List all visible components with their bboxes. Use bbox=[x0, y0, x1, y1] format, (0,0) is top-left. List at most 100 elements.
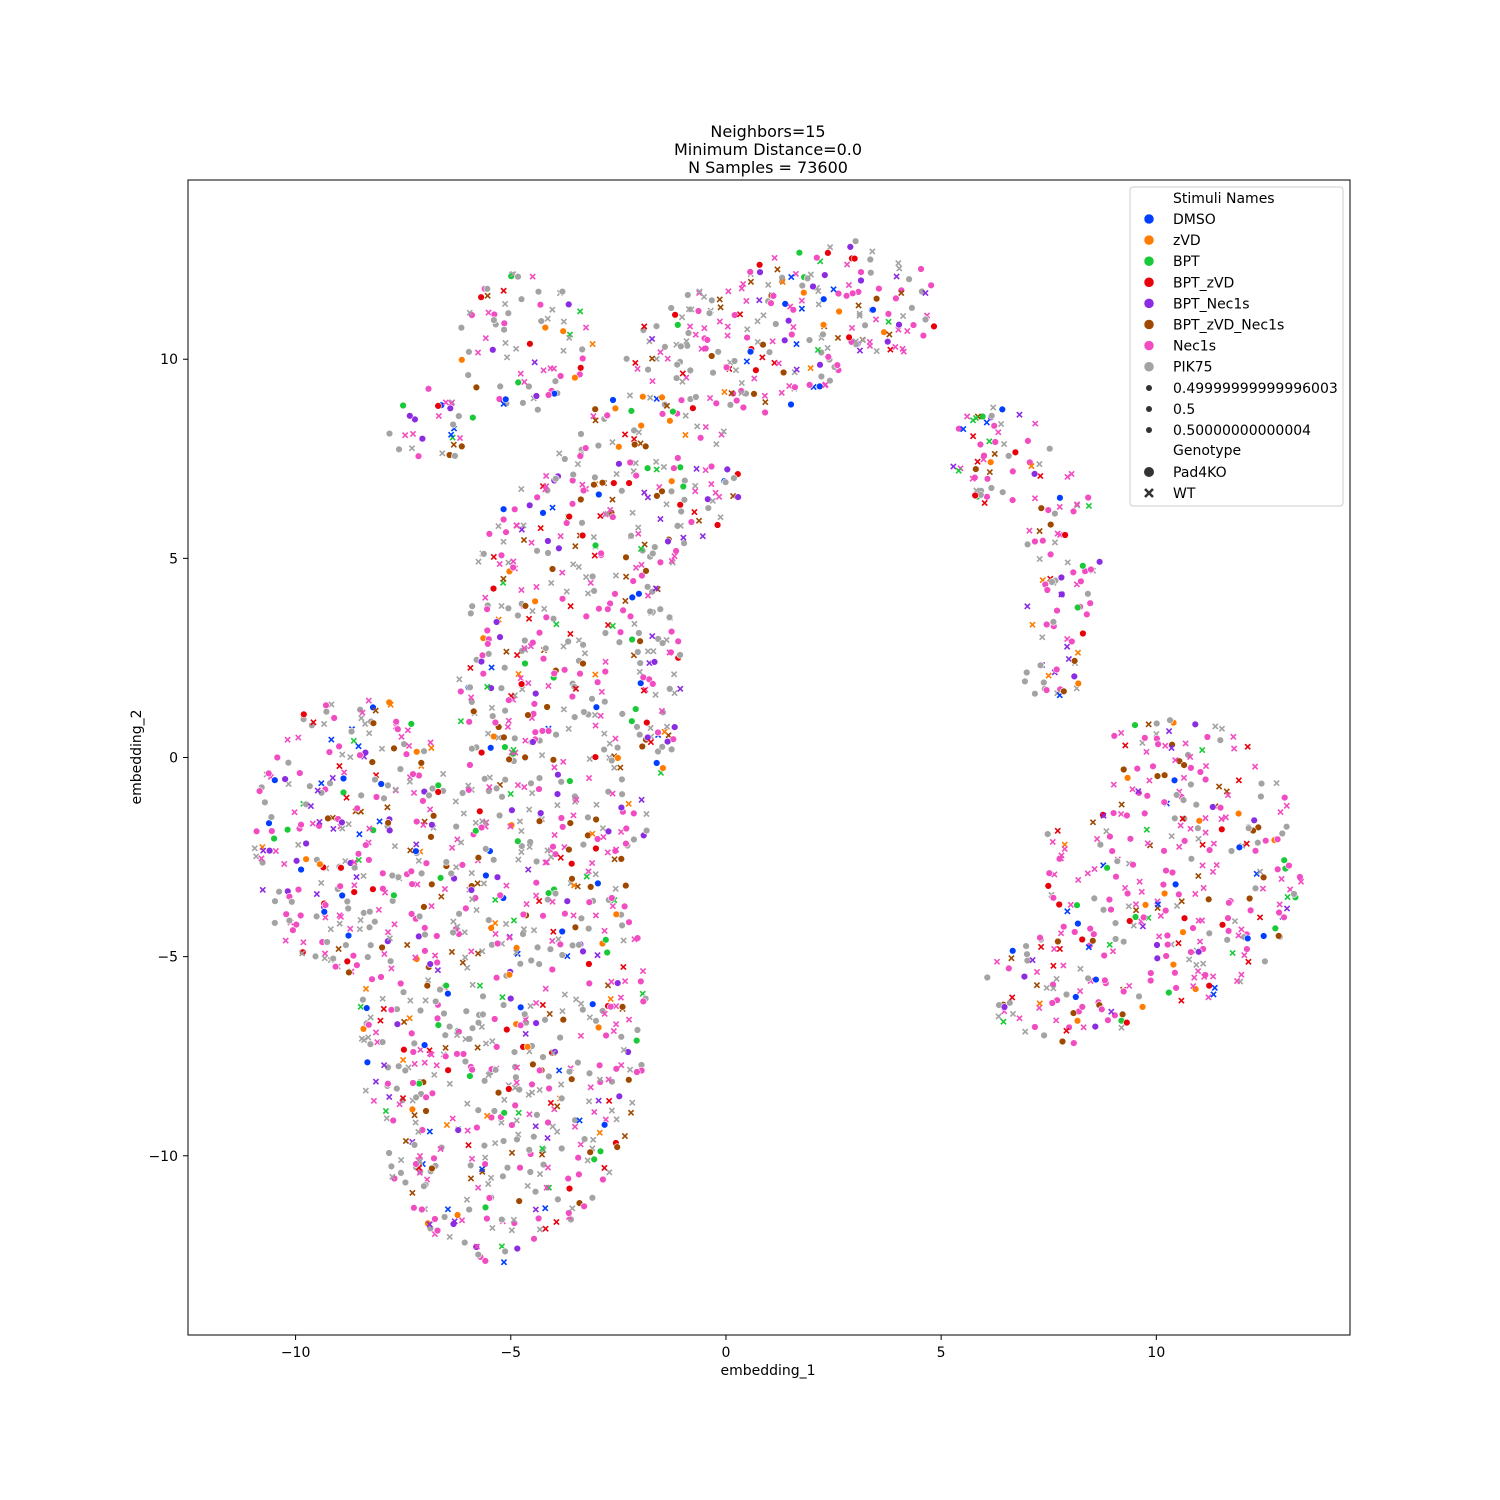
scatter-point bbox=[1036, 661, 1045, 669]
scatter-point bbox=[285, 916, 294, 925]
scatter-point bbox=[798, 305, 806, 312]
scatter-point bbox=[604, 827, 613, 836]
scatter-point bbox=[1118, 1010, 1127, 1019]
scatter-point bbox=[539, 912, 547, 920]
scatter-point bbox=[545, 1084, 553, 1093]
scatter-point bbox=[294, 885, 303, 894]
scatter-point bbox=[267, 813, 276, 821]
scatter-point bbox=[344, 931, 353, 940]
scatter-point bbox=[899, 345, 906, 352]
scatter-point bbox=[529, 738, 537, 746]
scatter-point bbox=[622, 839, 630, 848]
scatter-point bbox=[504, 604, 513, 612]
scatter-point bbox=[821, 382, 829, 389]
scatter-point bbox=[816, 361, 824, 369]
scatter-point bbox=[1195, 872, 1202, 880]
scatter-point bbox=[845, 281, 853, 289]
scatter-point bbox=[461, 929, 468, 936]
scatter-point bbox=[531, 597, 539, 605]
scatter-point bbox=[746, 268, 754, 276]
scatter-point bbox=[553, 621, 560, 628]
scatter-point bbox=[1106, 832, 1114, 841]
scatter-point bbox=[410, 1141, 419, 1149]
scatter-point bbox=[1187, 948, 1195, 956]
scatter-point bbox=[595, 490, 603, 499]
scatter-point bbox=[792, 270, 799, 278]
scatter-point bbox=[350, 737, 357, 744]
scatter-point bbox=[384, 1079, 392, 1088]
scatter-point bbox=[387, 1162, 396, 1171]
scatter-point bbox=[1141, 734, 1149, 742]
scatter-point bbox=[452, 798, 459, 805]
scatter-point bbox=[544, 1118, 552, 1127]
scatter-point bbox=[448, 948, 456, 956]
scatter-point bbox=[613, 979, 622, 987]
scatter-point bbox=[1075, 876, 1082, 884]
scatter-point bbox=[551, 850, 560, 858]
scatter-point bbox=[1063, 643, 1071, 650]
scatter-point bbox=[1130, 922, 1137, 929]
scatter-point bbox=[362, 841, 370, 849]
scatter-point bbox=[644, 592, 652, 599]
scatter-point bbox=[281, 860, 288, 868]
scatter-point bbox=[503, 1025, 511, 1034]
scatter-point bbox=[1040, 678, 1048, 687]
scatter-point bbox=[990, 404, 997, 411]
scatter-point bbox=[458, 442, 466, 451]
scatter-point bbox=[677, 507, 685, 516]
scatter-point bbox=[1000, 1003, 1009, 1011]
scatter-point bbox=[272, 847, 280, 855]
scatter-point bbox=[270, 834, 278, 843]
scatter-point bbox=[567, 603, 574, 610]
scatter-point bbox=[1152, 719, 1161, 728]
scatter-point bbox=[568, 692, 577, 701]
scatter-point bbox=[411, 1111, 418, 1119]
scatter-point bbox=[427, 833, 435, 841]
scatter-point bbox=[856, 312, 863, 319]
scatter-point bbox=[1039, 634, 1046, 641]
scatter-point bbox=[526, 340, 534, 348]
scatter-point bbox=[486, 783, 493, 791]
scatter-point bbox=[1131, 913, 1140, 921]
scatter-point bbox=[1103, 828, 1110, 835]
scatter-point bbox=[654, 747, 662, 756]
scatter-point bbox=[518, 848, 525, 856]
scatter-point bbox=[707, 352, 716, 360]
scatter-point bbox=[688, 306, 695, 313]
scatter-point bbox=[595, 1097, 602, 1104]
scatter-point bbox=[391, 842, 399, 850]
scatter-point bbox=[1064, 473, 1071, 481]
scatter-point bbox=[856, 347, 864, 354]
scatter-point bbox=[866, 342, 874, 350]
scatter-point bbox=[779, 368, 788, 377]
scatter-point bbox=[922, 289, 929, 297]
scatter-point bbox=[460, 810, 468, 817]
scatter-point bbox=[537, 317, 545, 325]
scatter-point bbox=[1146, 976, 1155, 985]
scatter-point bbox=[532, 1123, 539, 1130]
scatter-point bbox=[652, 458, 660, 465]
scatter-point bbox=[895, 260, 902, 267]
scatter-point bbox=[417, 759, 425, 767]
scatter-point bbox=[513, 1117, 520, 1124]
scatter-point bbox=[336, 762, 343, 770]
scatter-point bbox=[395, 445, 403, 453]
scatter-point bbox=[1176, 843, 1183, 851]
scatter-point bbox=[582, 573, 590, 581]
scatter-point bbox=[955, 467, 962, 474]
scatter-point bbox=[516, 1163, 524, 1172]
scatter-point bbox=[604, 621, 612, 629]
scatter-point bbox=[402, 750, 411, 758]
scatter-point bbox=[358, 1035, 365, 1042]
scatter-point bbox=[721, 388, 728, 396]
scatter-point bbox=[485, 1180, 492, 1188]
scatter-point bbox=[442, 1044, 449, 1052]
scatter-point bbox=[428, 821, 436, 829]
scatter-point bbox=[322, 707, 331, 716]
scatter-point bbox=[631, 936, 638, 943]
scatter-point bbox=[424, 977, 432, 984]
scatter-point bbox=[459, 959, 466, 966]
scatter-point bbox=[575, 941, 583, 949]
scatter-point bbox=[529, 789, 536, 797]
scatter-point bbox=[544, 1164, 552, 1171]
